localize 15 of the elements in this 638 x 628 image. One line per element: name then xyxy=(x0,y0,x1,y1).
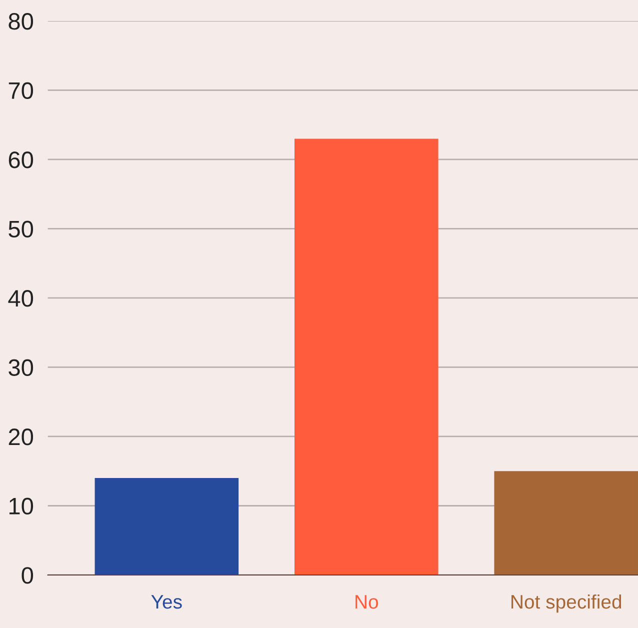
y-tick-label: 60 xyxy=(8,152,34,168)
y-tick-label: 70 xyxy=(8,82,34,100)
bar xyxy=(494,471,638,575)
x-tick-label: Yes xyxy=(151,595,182,609)
y-tick-label: 20 xyxy=(8,428,34,446)
x-tick-label: No xyxy=(356,595,378,609)
y-tick-label: 40 xyxy=(8,290,34,307)
y-tick-label: 50 xyxy=(8,220,34,238)
y-tick-label: 30 xyxy=(8,359,34,376)
y-tick-label: 10 xyxy=(10,498,34,515)
bar xyxy=(94,478,239,575)
y-tick-label: 80 xyxy=(8,13,34,30)
bar xyxy=(294,138,438,575)
x-tick-label: Not specified xyxy=(512,594,622,613)
y-tick-label: 0 xyxy=(22,567,34,584)
